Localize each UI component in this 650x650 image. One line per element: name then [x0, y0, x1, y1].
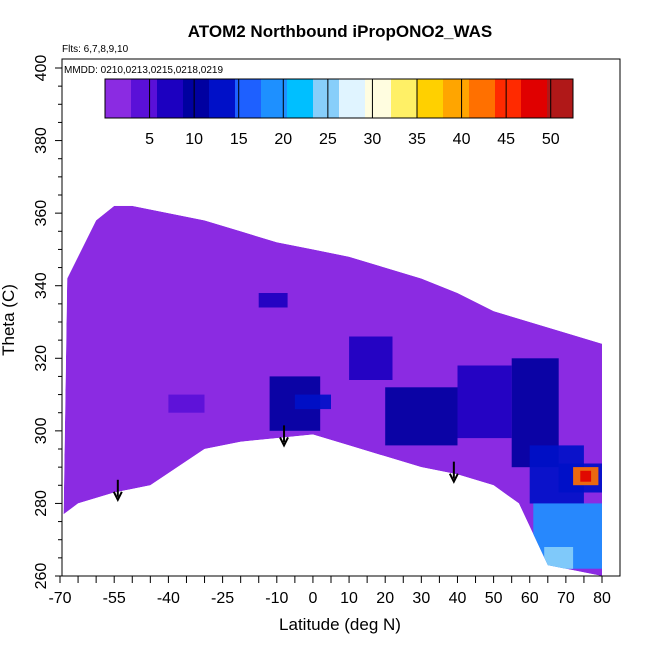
heatmap-cell-5 [385, 387, 458, 446]
y-tick-label-320: 320 [33, 345, 50, 372]
heatmap-field [63, 205, 603, 576]
heatmap-cell-3 [294, 394, 331, 410]
colorbar-segment-7 [287, 79, 314, 118]
heatmap-background [63, 205, 603, 576]
y-axis: 260 280 300 320 340 360 380 400 [33, 55, 62, 590]
x-tick-label-40: 40 [449, 590, 467, 607]
down-arrow-2 [448, 461, 459, 484]
colorbar-segment-10 [365, 79, 392, 118]
colorbar-tick-label-0: 5 [145, 131, 154, 148]
x-tick-label-10: 10 [340, 590, 358, 607]
x-tick-label-70: 70 [557, 590, 575, 607]
x-tick-label--10: -10 [265, 590, 288, 607]
x-tick-label--25: -25 [211, 590, 234, 607]
colorbar-tick-label-2: 15 [230, 131, 248, 148]
colorbar-segment-9 [339, 79, 366, 118]
x-tick-label-80: 80 [593, 590, 611, 607]
annotation-marks [112, 425, 459, 503]
y-tick-label-400: 400 [33, 55, 50, 82]
colorbar-tick-label-6: 35 [408, 131, 426, 148]
x-tick-label-0: 0 [308, 590, 317, 607]
plot-frame [61, 58, 621, 577]
x-tick-label-20: 20 [376, 590, 394, 607]
colorbar-tick-label-7: 40 [453, 131, 471, 148]
colorbar: 5 10 15 20 25 30 35 40 45 50 [104, 78, 574, 148]
colorbar-tick-label-1: 10 [185, 131, 203, 148]
colorbar-segment-12 [417, 79, 444, 118]
colorbar-segment-4 [209, 79, 236, 118]
colorbar-frame [104, 78, 574, 119]
x-tick-label-50: 50 [485, 590, 503, 607]
x-tick-label-60: 60 [521, 590, 539, 607]
down-arrow-1 [279, 425, 289, 448]
heatmap-cell-0 [168, 394, 205, 413]
colorbar-segment-1 [131, 79, 158, 118]
colorbar-tick-label-3: 20 [274, 131, 292, 148]
colorbar-segment-17 [547, 79, 574, 118]
x-tick-label--70: -70 [48, 590, 71, 607]
colorbar-segment-13 [443, 79, 470, 118]
y-tick-label-380: 380 [33, 127, 50, 154]
colorbar-tick-label-9: 50 [542, 131, 560, 148]
y-tick-label-260: 260 [33, 563, 50, 590]
flights-annotation: Flts: 6,7,8,9,10 [62, 44, 129, 55]
colorbar-segment-14 [469, 79, 496, 118]
heatmap-cell-11 [580, 470, 592, 482]
y-tick-label-300: 300 [33, 417, 50, 444]
chart-title: ATOM2 Northbound iPropONO2_WAS [188, 22, 492, 41]
down-arrow-0 [112, 479, 123, 503]
heatmap-cell-6 [457, 365, 512, 439]
colorbar-segment-2 [157, 79, 184, 118]
colorbar-segment-11 [391, 79, 418, 118]
heatmap-cell-1 [258, 293, 288, 308]
heatmap-cell-4 [349, 336, 393, 380]
colorbar-segment-5 [235, 79, 262, 118]
dates-annotation: MMDD: 0210,0213,0215,0218,0219 [64, 65, 223, 76]
colorbar-segment-16 [521, 79, 548, 118]
colorbar-segment-3 [183, 79, 210, 118]
y-axis-label: Theta (C) [0, 284, 18, 356]
y-tick-label-340: 340 [33, 272, 50, 299]
colorbar-segment-15 [495, 79, 522, 118]
colorbar-tick-label-5: 30 [364, 131, 382, 148]
colorbar-segment-0 [105, 79, 132, 118]
colorbar-segment-8 [313, 79, 340, 118]
x-axis-label: Latitude (deg N) [279, 615, 401, 634]
x-tick-label--55: -55 [103, 590, 126, 607]
x-tick-label-30: 30 [412, 590, 430, 607]
colorbar-tick-label-4: 25 [319, 131, 337, 148]
x-axis: -70 -55 -40 -25 -10 0 10 20 30 40 50 60 70 80 [48, 576, 611, 607]
x-tick-label--40: -40 [157, 590, 180, 607]
colorbar-tick-label-8: 45 [497, 131, 515, 148]
y-tick-label-280: 280 [33, 490, 50, 517]
y-tick-label-360: 360 [33, 200, 50, 227]
heatmap-cell-13 [544, 547, 574, 569]
